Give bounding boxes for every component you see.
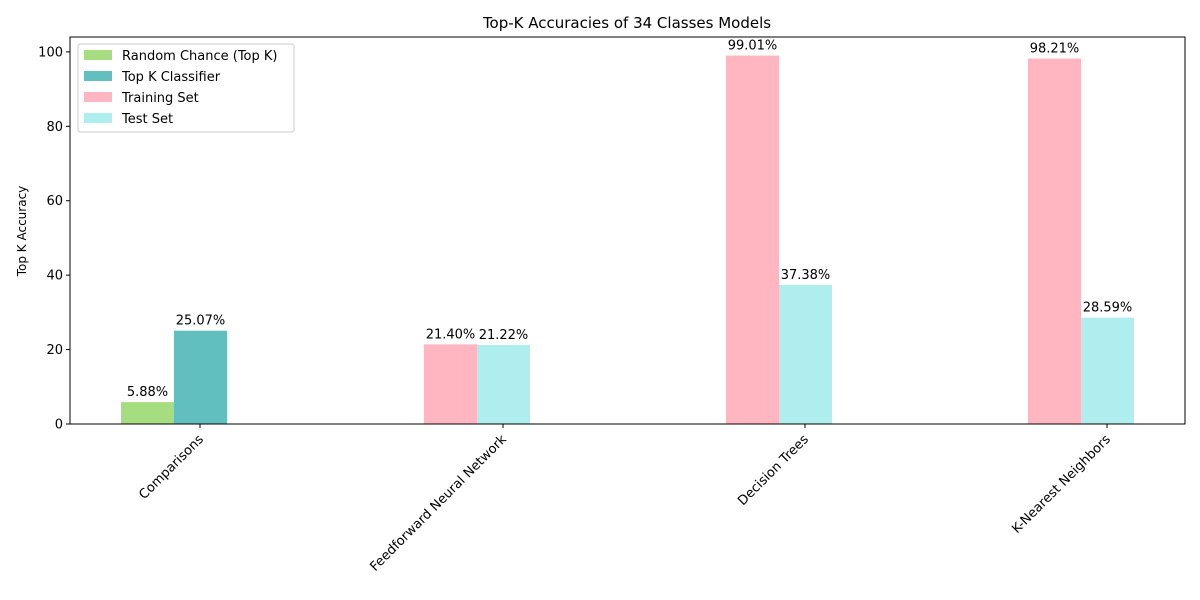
legend-swatch xyxy=(84,113,112,123)
data-label: 25.07% xyxy=(176,314,226,329)
data-label: 99.01% xyxy=(728,39,778,54)
y-tick-label: 40 xyxy=(46,269,63,284)
bar-random-chance-top-k- xyxy=(121,402,174,424)
legend-swatch xyxy=(84,92,112,102)
legend-label: Top K Classifier xyxy=(121,70,221,85)
data-label: 21.22% xyxy=(479,328,529,343)
data-label: 98.21% xyxy=(1030,42,1080,57)
data-label: 37.38% xyxy=(781,268,831,283)
y-tick-label: 60 xyxy=(46,194,63,209)
bar-test-set xyxy=(1081,317,1134,424)
data-label: 28.59% xyxy=(1083,301,1133,316)
bar-training-set xyxy=(424,344,477,424)
legend-swatch xyxy=(84,71,112,81)
y-tick-label: 20 xyxy=(46,343,63,358)
bar-test-set xyxy=(779,284,832,424)
x-tick-label: K-Nearest Neighbors xyxy=(1009,432,1114,537)
chart-title: Top-K Accuracies of 34 Classes Models xyxy=(482,14,771,32)
legend: Random Chance (Top K) Top K Classifier Tra… xyxy=(77,43,295,133)
plot-area: 5.88% 25.07% 21.40% 21.22% 99.01% 37.38% 98.21… xyxy=(38,36,1186,575)
y-tick-label: 80 xyxy=(46,120,63,135)
data-label: 5.88% xyxy=(127,385,168,400)
data-label: 21.40% xyxy=(426,327,476,342)
axes-frame xyxy=(69,36,1186,425)
x-tick-label: Feedforward Neural Network xyxy=(367,432,510,575)
y-tick-label: 100 xyxy=(38,45,63,60)
bar-training-set xyxy=(726,55,779,425)
y-tick-label: 0 xyxy=(55,418,63,433)
legend-label: Random Chance (Top K) xyxy=(122,49,278,64)
bar-training-set xyxy=(1028,58,1081,425)
y-axis-label: Top K Accuracy xyxy=(15,186,29,278)
x-tick-label: Comparisons xyxy=(136,432,207,503)
bar-test-set xyxy=(477,345,530,424)
x-tick-label: Decision Trees xyxy=(735,432,812,509)
legend-swatch xyxy=(84,50,112,60)
legend-label: Training Set xyxy=(121,91,199,106)
bar-top-k-classifier xyxy=(174,330,227,424)
legend-label: Test Set xyxy=(121,112,173,127)
legend-frame xyxy=(77,43,295,133)
